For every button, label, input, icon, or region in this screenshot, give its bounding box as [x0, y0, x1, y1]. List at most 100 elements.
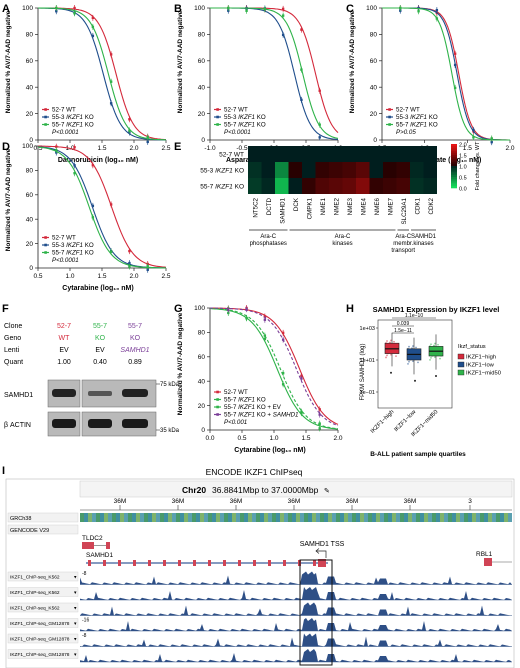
samhd1-band-2 — [88, 391, 112, 396]
locus-bar — [79, 480, 513, 498]
chip-track-scale: -8 — [82, 633, 87, 639]
x-tick-label: 1.5 — [463, 145, 472, 152]
data-point — [281, 383, 285, 386]
heatmap-cell — [410, 178, 424, 194]
data-point — [109, 80, 113, 83]
heatmap-cell — [288, 178, 302, 194]
data-point — [435, 8, 439, 12]
panel-a-ylabel: Normalized % AV/7-AAD negative — [5, 10, 12, 113]
data-point — [300, 377, 303, 380]
heatmap-grid: 52-7 WT 55-3 IKZF1 KO 55-7 IKZF1 KO NT5C2 DC… — [200, 141, 481, 254]
boxplot-ytick: 1e+01 — [360, 358, 375, 364]
y-tick-label: 80 — [26, 168, 34, 175]
heatmap-group-label: phosphatases — [250, 241, 287, 247]
kda-35: 35 kDa — [160, 428, 180, 434]
y-tick-label: 60 — [370, 58, 378, 65]
panel-c: C Normalized % AV/7-AAD negative 0 20 40 60… — [346, 3, 515, 164]
panel-b-ylabel: Normalized % AV/7-AAD negative — [177, 10, 184, 113]
boxplot-pvalue: 0.039 — [397, 321, 410, 327]
y-tick-label: 80 — [370, 32, 378, 39]
data-point — [453, 86, 457, 90]
chip-track-caret-icon[interactable]: ▾ — [74, 575, 77, 581]
heatmap-cell — [329, 146, 343, 162]
data-point — [490, 137, 493, 140]
legend-entry: 55-7 IKZF1 KO — [52, 122, 94, 129]
heatmap-group-label: Ara-C — [395, 234, 411, 240]
p-value: P<0.001 — [224, 419, 247, 426]
data-point — [453, 52, 457, 55]
y-tick-label: 60 — [26, 58, 34, 65]
x-tick-label: 1.5 — [301, 435, 310, 442]
boxplot-pvalue: 1.1e−10 — [405, 313, 423, 319]
data-point — [318, 123, 321, 126]
data-point — [146, 140, 149, 144]
heatmap-col-label: NME2 — [333, 197, 340, 215]
legend-entry: 52-7 WT — [224, 107, 248, 114]
x-tick-label: 1.0 — [65, 273, 74, 280]
curve-3 — [38, 7, 166, 141]
curve-4 — [210, 307, 339, 427]
y-tick-label: 100 — [22, 5, 33, 12]
western-cell: WT — [59, 335, 71, 342]
y-tick-label: 20 — [198, 111, 206, 118]
heatmap-cell — [423, 162, 437, 178]
ruler-tick: 36M — [404, 498, 417, 505]
edit-icon[interactable]: ✎ — [324, 488, 330, 495]
chip-track-caret-icon[interactable]: ▾ — [74, 652, 77, 658]
heatmap-cell — [329, 178, 343, 194]
data-point — [435, 17, 439, 20]
panel-f: F Clone Geno Lenti Quant 52-7 55-7 55-7 WT KO KO E… — [2, 303, 180, 437]
y-tick-label: 60 — [198, 58, 206, 65]
chip-track-caret-icon[interactable]: ▾ — [74, 637, 77, 643]
data-point — [73, 146, 76, 149]
data-point — [472, 128, 475, 132]
western-cell: 55-7 — [93, 323, 107, 330]
chip-track-caret-icon[interactable]: ▾ — [74, 590, 77, 596]
y-tick-label: 40 — [198, 378, 206, 385]
data-point — [453, 63, 457, 67]
locus-range: 36.8841Mbp to 37.0000Mbp — [212, 485, 319, 495]
gene-samhd1: SAMHD1 — [86, 552, 113, 559]
heatmap-cell — [410, 146, 424, 162]
y-tick-label: 40 — [198, 84, 206, 91]
heatmap-col-label: NME7 — [387, 197, 394, 215]
data-point — [91, 216, 95, 219]
legend-entry: 52-7 WT — [52, 107, 76, 114]
x-tick-label: 2.0 — [333, 435, 342, 442]
boxplot-xlabel: B-ALL patient sample quartiles — [370, 451, 466, 458]
western-cell: 0.40 — [93, 359, 107, 366]
data-point — [227, 308, 230, 311]
western-cell: KO — [130, 335, 141, 342]
ruler-tick: 36M — [346, 498, 359, 505]
data-point — [300, 28, 303, 31]
data-point — [490, 140, 493, 144]
data-point — [146, 136, 149, 139]
x-tick-label: 0.5 — [237, 435, 246, 442]
scale-tick: 2.0 — [459, 143, 467, 149]
heatmap-cell — [302, 178, 316, 194]
data-point — [55, 6, 58, 10]
chip-track-caret-icon[interactable]: ▾ — [74, 621, 77, 627]
data-point — [227, 311, 230, 315]
chip-signal — [80, 571, 512, 585]
actin-band-2 — [88, 419, 112, 428]
y-tick-label: 0 — [29, 265, 33, 272]
y-tick-label: 40 — [26, 84, 34, 91]
western-row-label: Geno — [4, 335, 21, 342]
x-tick-label: -0.5 — [236, 145, 248, 152]
heatmap-cell — [356, 146, 370, 162]
y-tick-label: 40 — [26, 216, 34, 223]
chip-track-caret-icon[interactable]: ▾ — [74, 606, 77, 612]
data-point — [73, 6, 76, 10]
heatmap-cell — [288, 146, 302, 162]
p-value: P<0.0001 — [52, 129, 79, 136]
data-point — [73, 171, 76, 175]
boxplot-ytick: 1e+03 — [360, 326, 375, 332]
legend-entry: 52-7 WT — [396, 107, 420, 114]
heatmap-cell — [342, 162, 356, 178]
panel-a: A Normalized % AV/7-AAD negative 0 20 40 60… — [2, 3, 171, 164]
ruler-tick: 36M — [172, 498, 185, 505]
heatmap-cell — [315, 178, 329, 194]
heatmap-col-label: SAMHD1 — [279, 197, 286, 223]
